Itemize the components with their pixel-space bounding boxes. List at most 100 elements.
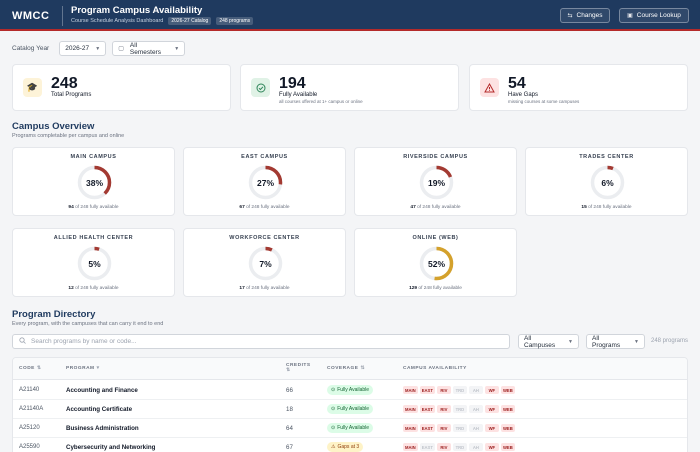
coverage-badge: ⚠ Gaps at 3 [327, 442, 364, 452]
campus-filter-select[interactable]: All Campuses ▼ [518, 334, 579, 349]
campus-card[interactable]: ONLINE (WEB) 52% 129 of 248 fully availabl… [354, 228, 517, 297]
campus-tag: TRD [452, 405, 467, 413]
program-table: CODE ⇅ PROGRAM ▾ CREDITS ⇅ COVERAGE ⇅ CAMPUS… [12, 357, 688, 452]
campus-foot-text: of 248 fully available [417, 286, 462, 291]
campus-donut [77, 165, 112, 200]
campus-tag: TRD [452, 424, 467, 432]
column-credits[interactable]: CREDITS ⇅ [286, 363, 311, 373]
column-coverage[interactable]: COVERAGE ⇅ [327, 366, 365, 371]
program-code: A25590 [19, 444, 40, 450]
table-row[interactable]: A21140 Accounting and Finance 66 ⊙ Fully Ava… [13, 381, 687, 400]
changes-button[interactable]: ⇆ Changes [560, 8, 610, 23]
sort-icon: ⇅ [286, 368, 291, 373]
campus-tag: RIV [436, 405, 451, 413]
campus-donut [77, 246, 112, 281]
donut-arc [419, 246, 454, 281]
program-name[interactable]: Accounting and Finance [66, 387, 138, 394]
campus-tag: AH [468, 443, 483, 451]
campus-overview-subtitle: Programs completable per campus and onli… [12, 133, 125, 139]
header-divider [62, 6, 63, 26]
chevron-down-icon: ▼ [568, 338, 573, 345]
donut-arc [77, 246, 112, 281]
campus-percent: 27% [256, 177, 274, 188]
campus-tag: RIV [436, 443, 451, 451]
campus-donut [248, 165, 283, 200]
campus-name: RIVERSIDE CAMPUS [403, 154, 468, 160]
donut-arc [248, 165, 283, 200]
stat-value: 54 [508, 75, 526, 92]
course-lookup-button[interactable]: ▣ Course Lookup [619, 8, 689, 23]
app-header: WMCC Program Campus Availability Course … [0, 0, 700, 31]
stat-card-fully-available: 194 Fully Available all courses offered … [240, 64, 459, 111]
campus-tag: AH [468, 405, 483, 413]
search-icon [19, 337, 26, 346]
campus-count: 129 [409, 286, 418, 291]
program-filter-select[interactable]: All Programs ▼ [586, 334, 645, 349]
campus-foot-text: of 248 fully available [415, 205, 461, 210]
graduation-cap-icon: 🎓 [23, 78, 42, 97]
program-search-box[interactable] [12, 334, 510, 349]
campus-tag: WEB [500, 443, 515, 451]
campus-donut [419, 165, 454, 200]
warning-icon: ⚠ [331, 444, 336, 450]
campus-card[interactable]: TRADES CENTER 6% 15 of 248 fully available [525, 147, 688, 216]
campus-donut [590, 165, 625, 200]
check-circle-icon [251, 78, 270, 97]
semester-value: All Semesters [129, 41, 161, 56]
campus-card[interactable]: EAST CAMPUS 27% 67 of 248 fully available [183, 147, 346, 216]
campus-card[interactable]: ALLIED HEALTH CENTER 5% 12 of 248 fully av… [12, 228, 175, 297]
table-row[interactable]: A25590 Cybersecurity and Networking 67 ⚠ Gap… [13, 438, 687, 452]
campus-tag: RIV [436, 424, 451, 432]
campus-foot-text: of 248 fully available [586, 205, 632, 210]
program-filter-value: All Programs [592, 334, 621, 349]
coverage-text: Fully Available [337, 406, 370, 412]
column-code[interactable]: CODE ⇅ [19, 366, 42, 371]
campus-name: EAST CAMPUS [241, 154, 288, 160]
campus-filter-value: All Campuses [524, 334, 556, 349]
programs-pill: 248 programs [216, 17, 254, 25]
campus-tag: RIV [436, 386, 451, 394]
table-row[interactable]: A21140A Accounting Certificate 18 ⊙ Fully Av… [13, 400, 687, 419]
campus-tags: MAIN EAST RIV TRD AH WF WEB [403, 386, 515, 394]
donut-arc [590, 165, 625, 200]
coverage-text: Gaps at 3 [337, 444, 360, 450]
campus-footnote: 15 of 248 fully available [526, 205, 687, 210]
donut-arc [419, 165, 454, 200]
campus-name: TRADES CENTER [579, 154, 634, 160]
campus-card[interactable]: WORKFORCE CENTER 7% 17 of 248 fully availa… [183, 228, 346, 297]
donut-arc [77, 165, 112, 200]
warning-icon [480, 78, 499, 97]
program-search-input[interactable] [31, 338, 501, 345]
semester-select[interactable]: ▢ All Semesters ▼ [112, 41, 186, 56]
table-row[interactable]: A25120 Business Administration 64 ⊙ Fully Av… [13, 419, 687, 438]
campus-footnote: 17 of 248 fully available [184, 286, 345, 291]
coverage-badge: ⊙ Fully Available [327, 423, 374, 433]
campus-count: 15 [581, 205, 587, 210]
program-name[interactable]: Business Administration [66, 425, 139, 432]
campus-foot-text: of 248 fully available [73, 286, 119, 291]
page-subtitle: Course Schedule Analysis Dashboard 2026-… [71, 17, 254, 25]
campus-card[interactable]: RIVERSIDE CAMPUS 19% 47 of 248 fully avail… [354, 147, 517, 216]
subtitle-text: Course Schedule Analysis Dashboard [71, 18, 164, 24]
catalog-year-select[interactable]: 2026-27 ▼ [59, 41, 107, 56]
campus-tags: MAIN EAST RIV TRD AH WF WEB [403, 405, 515, 413]
campus-tag: AH [468, 424, 483, 432]
campus-name: ALLIED HEALTH CENTER [53, 235, 134, 241]
coverage-badge: ⊙ Fully Available [327, 404, 374, 414]
coverage-text: Fully Available [337, 425, 370, 431]
campus-card[interactable]: MAIN CAMPUS 38% 94 of 248 fully available [12, 147, 175, 216]
window-icon: ▣ [627, 13, 633, 19]
campus-tag: TRD [452, 443, 467, 451]
campus-count: 47 [410, 205, 416, 210]
check-circle-icon: ⊙ [331, 425, 336, 431]
chevron-down-icon: ▼ [174, 45, 180, 52]
program-name[interactable]: Cybersecurity and Networking [66, 444, 156, 451]
column-availability: CAMPUS AVAILABILITY [403, 366, 467, 371]
campus-foot-text: of 248 fully available [244, 286, 290, 291]
campus-percent: 5% [88, 258, 101, 269]
campus-foot-text: of 248 fully available [244, 205, 290, 210]
column-program[interactable]: PROGRAM ▾ [66, 366, 100, 371]
campus-footnote: 129 of 248 fully available [355, 286, 516, 291]
program-name[interactable]: Accounting Certificate [66, 406, 133, 413]
campus-tag: EAST [419, 386, 435, 394]
